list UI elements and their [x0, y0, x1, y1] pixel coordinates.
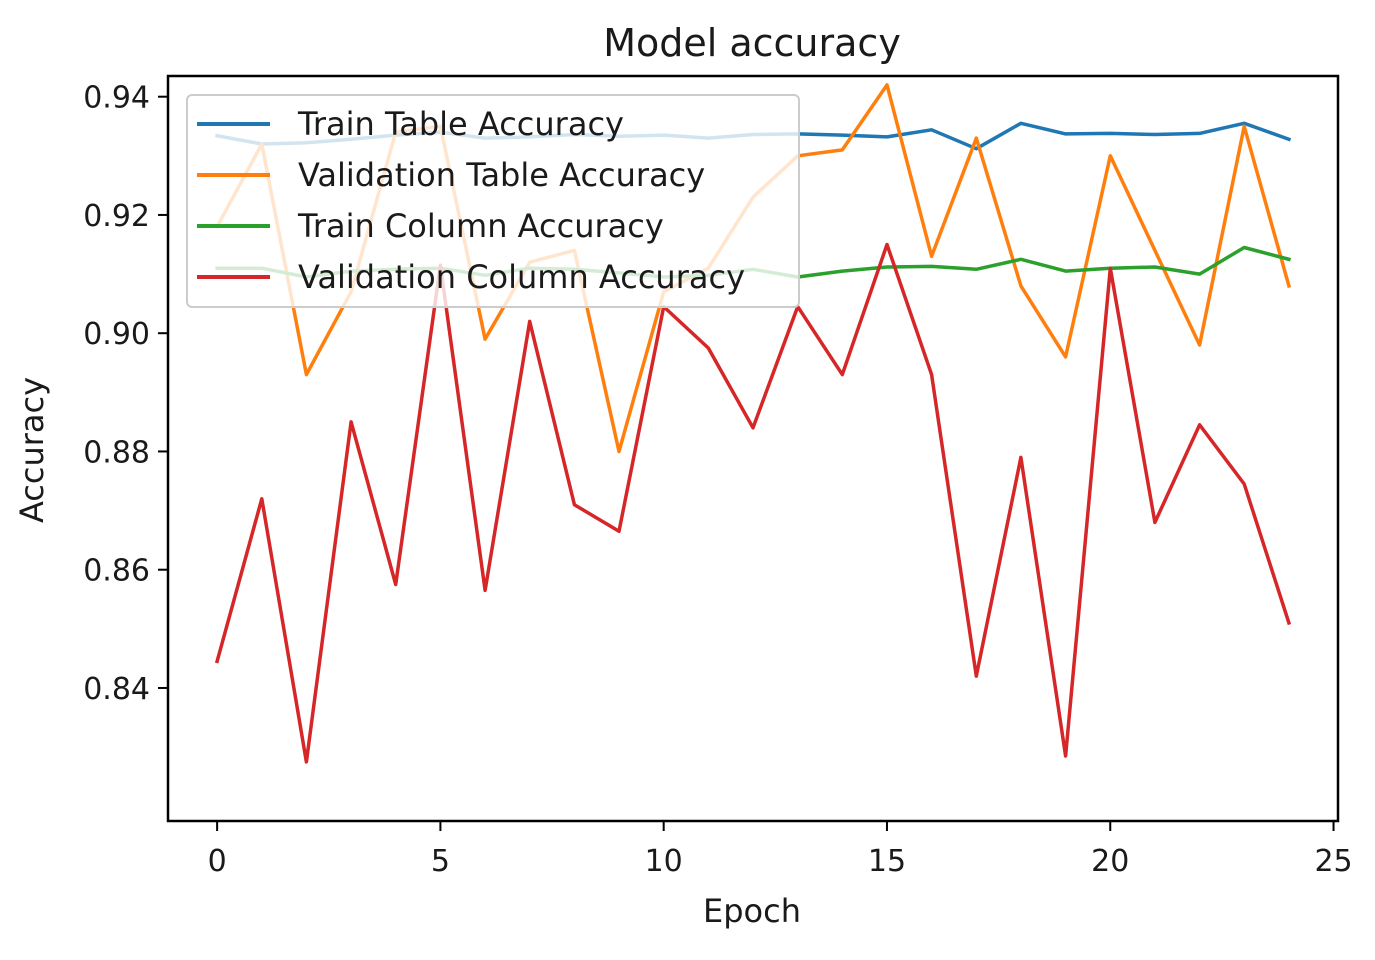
plot-frame [166, 74, 1340, 823]
x-tick-label: 25 [1314, 844, 1352, 879]
chart-title: Model accuracy [603, 21, 901, 65]
y-tick-label: 0.86 [83, 554, 150, 589]
y-tick-label: 0.84 [83, 672, 150, 707]
x-axis-label: Epoch [703, 892, 801, 930]
series-line-4 [214, 242, 1292, 764]
legend: Train Table Accuracy Validation Table Acc… [186, 94, 800, 308]
x-tick-label: 10 [645, 844, 683, 879]
legend-label: Validation Table Accuracy [298, 156, 705, 194]
y-axis-ticks: 0.84 0.86 0.88 0.90 0.92 0.94 [83, 81, 168, 707]
legend-box [186, 94, 800, 308]
y-tick-label: 0.94 [83, 81, 150, 116]
legend-items: Train Table Accuracy Validation Table Acc… [197, 105, 745, 296]
legend-label: Train Table Accuracy [297, 105, 624, 143]
y-tick-label: 0.88 [83, 435, 150, 470]
x-axis-ticks: 0 5 10 15 20 25 [208, 821, 1353, 879]
legend-label: Validation Column Accuracy [298, 258, 745, 296]
legend-label: Train Column Accuracy [297, 207, 664, 245]
y-axis-label: Accuracy [13, 377, 51, 523]
y-tick-label: 0.90 [83, 317, 150, 352]
x-tick-label: 0 [208, 844, 227, 879]
x-tick-label: 5 [431, 844, 450, 879]
y-tick-label: 0.92 [83, 199, 150, 234]
x-tick-label: 20 [1091, 844, 1129, 879]
x-tick-label: 15 [868, 844, 906, 879]
